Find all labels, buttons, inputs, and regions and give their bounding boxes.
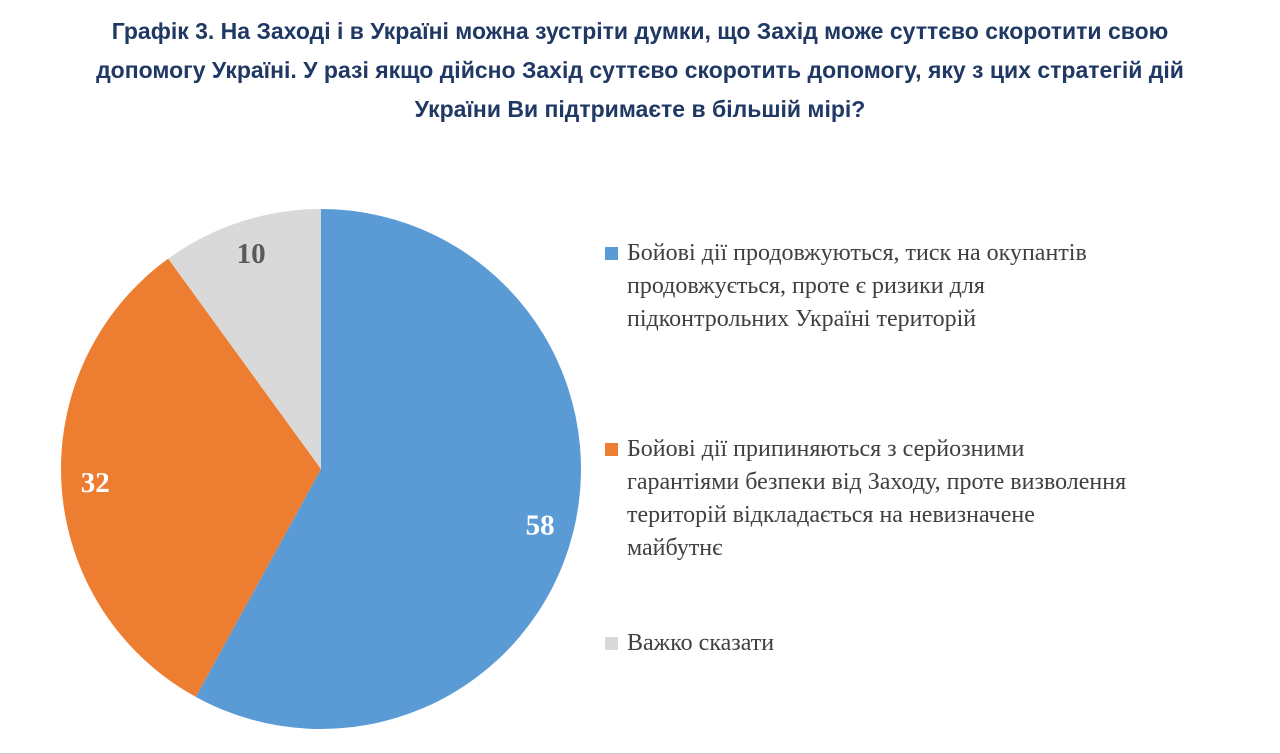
legend-label-stop-fighting: Бойові дії припиняються з серйозними гар… <box>627 436 1127 561</box>
legend-swatch-orange-icon <box>605 443 618 456</box>
legend-swatch-gray-icon <box>605 637 618 650</box>
pie-value-label: 10 <box>237 238 266 270</box>
pie-slice <box>195 209 581 729</box>
pie-chart: 58 32 10 <box>61 209 581 729</box>
legend-label-hard-to-say: Важко сказати <box>627 630 775 656</box>
legend: Бойові дії продовжуються, тиск на окупан… <box>605 0 1165 753</box>
chart-title: Графік 3. На Заході і в Україні можна зу… <box>96 18 1184 122</box>
pie-slice <box>61 258 322 697</box>
legend-label-continue-fighting: Бойові дії продовжуються, тиск на окупан… <box>627 240 1087 332</box>
legend-item-continue-fighting: Бойові дії продовжуються, тиск на окупан… <box>605 237 1132 336</box>
pie-value-label: 58 <box>526 509 555 541</box>
legend-item-stop-fighting: Бойові дії припиняються з серйозними гар… <box>605 433 1132 565</box>
legend-swatch-blue-icon <box>605 247 618 260</box>
pie-slice <box>168 209 321 469</box>
legend-item-hard-to-say: Важко сказати <box>605 627 774 660</box>
pie-value-label: 32 <box>81 467 110 499</box>
